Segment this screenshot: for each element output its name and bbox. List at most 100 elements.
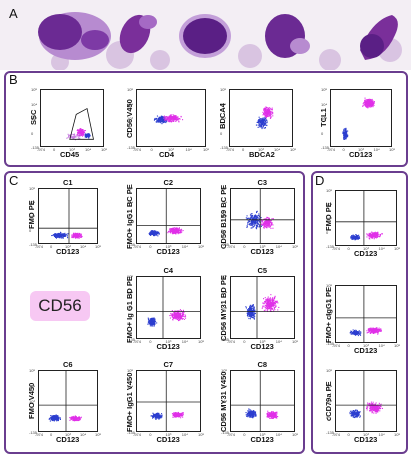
scatter-point <box>256 220 258 222</box>
scatter-point <box>53 235 55 237</box>
scatter-point <box>153 323 155 325</box>
scatter-point <box>158 414 160 416</box>
scatter-point <box>256 226 258 228</box>
scatter-point <box>345 127 347 129</box>
x-tick-label: 10⁴ <box>80 244 87 249</box>
scatter-point <box>374 236 376 238</box>
scatter-point <box>158 415 160 417</box>
scatter-point <box>270 294 272 296</box>
x-tick-label: 0 <box>243 432 246 437</box>
scatter-point <box>368 99 370 101</box>
scatter-point <box>248 314 250 316</box>
scatter-point <box>366 236 368 238</box>
scatter-point <box>350 237 352 239</box>
scatter-plot-svg <box>137 371 200 431</box>
c-plot-c3 <box>230 188 295 244</box>
scatter-point <box>250 414 252 416</box>
scatter-point <box>157 416 159 418</box>
scatter-point <box>274 300 276 302</box>
c-plot-c2 <box>136 188 201 244</box>
scatter-point <box>55 233 57 235</box>
scatter-point <box>357 332 359 334</box>
scatter-point <box>252 308 254 310</box>
scatter-point <box>162 122 164 124</box>
scatter-point <box>267 226 269 228</box>
scatter-point <box>60 234 62 236</box>
scatter-point <box>80 416 82 418</box>
scatter-point <box>175 228 177 230</box>
scatter-point <box>360 334 362 336</box>
scatter-point <box>266 111 268 113</box>
scatter-point <box>271 111 273 113</box>
scatter-point <box>270 225 272 227</box>
scatter-point <box>271 413 273 415</box>
scatter-point <box>175 233 177 235</box>
y-tick-label: 10⁵ <box>221 274 228 279</box>
scatter-point <box>164 121 166 123</box>
scatter-point <box>247 217 249 219</box>
scatter-point <box>175 413 177 415</box>
scatter-point <box>369 102 371 104</box>
scatter-point <box>274 415 276 417</box>
scatter-point <box>379 233 381 235</box>
scatter-point <box>76 417 78 419</box>
scatter-point <box>275 300 277 302</box>
scatter-point <box>173 231 175 233</box>
scatter-point <box>74 235 76 237</box>
scatter-point <box>264 115 266 117</box>
scatter-point <box>273 303 275 305</box>
scatter-point <box>57 417 59 419</box>
scatter-point <box>170 117 172 119</box>
scatter-point <box>156 117 158 119</box>
scatter-point <box>358 330 360 332</box>
scatter-point <box>269 299 271 301</box>
scatter-point <box>79 131 81 133</box>
scatter-plot-svg <box>66 107 94 141</box>
scatter-point <box>77 232 79 234</box>
scatter-point <box>265 224 267 226</box>
cells-image-icon <box>0 0 411 71</box>
scatter-point <box>264 302 266 304</box>
scatter-point <box>251 416 253 418</box>
scatter-point <box>177 319 179 321</box>
plot-title: C1 <box>63 178 73 187</box>
scatter-point <box>155 418 157 420</box>
scatter-point <box>277 416 279 418</box>
scatter-point <box>72 420 74 422</box>
scatter-point <box>247 223 249 225</box>
scatter-point <box>261 121 263 123</box>
y-tick-label: 10³ <box>31 116 37 121</box>
scatter-point <box>172 232 174 234</box>
scatter-point <box>368 236 370 238</box>
scatter-point <box>350 332 352 334</box>
scatter-point <box>178 416 180 418</box>
scatter-point <box>178 313 180 315</box>
scatter-point <box>270 108 272 110</box>
scatter-point <box>53 419 55 421</box>
scatter-point <box>251 221 253 223</box>
scatter-point <box>250 224 252 226</box>
scatter-point <box>79 236 81 238</box>
y-tick-label: 0 <box>29 414 32 420</box>
scatter-point <box>175 115 177 117</box>
scatter-point <box>53 417 55 419</box>
scatter-point <box>269 111 271 113</box>
scatter-point <box>170 117 172 119</box>
scatter-plot-svg <box>153 114 184 125</box>
scatter-point <box>249 221 251 223</box>
scatter-point <box>173 229 175 231</box>
scatter-point <box>343 128 345 130</box>
scatter-point <box>266 309 268 311</box>
scatter-point <box>270 305 272 307</box>
scatter-point <box>150 319 152 321</box>
scatter-point <box>272 300 274 302</box>
scatter-point <box>149 322 151 324</box>
scatter-point <box>73 137 75 139</box>
scatter-point <box>268 219 270 221</box>
scatter-point <box>79 135 81 137</box>
scatter-point <box>271 416 273 418</box>
y-tick-label: -135 <box>221 337 230 342</box>
scatter-point <box>55 417 57 419</box>
b-plot-2 <box>136 89 206 147</box>
scatter-point <box>265 307 267 309</box>
